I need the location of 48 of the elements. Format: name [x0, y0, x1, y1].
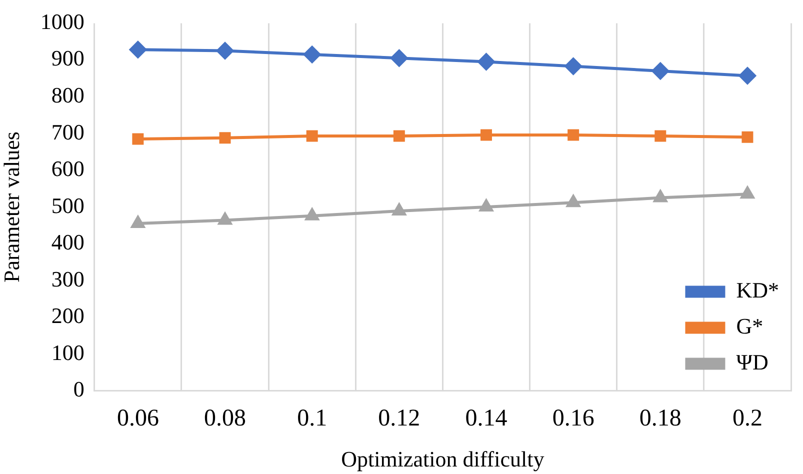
- point: [132, 133, 144, 145]
- y-tick-label: 1000: [40, 8, 84, 34]
- point: [740, 186, 754, 199]
- y-tick-label: 600: [51, 156, 84, 182]
- x-tick-label: 0.06: [116, 405, 159, 432]
- point: [564, 58, 582, 75]
- x-tick-label: 0.12: [378, 405, 420, 432]
- x-tick-label: 0.1: [297, 405, 328, 432]
- y-tick-label: 700: [51, 119, 84, 144]
- legend-label: ΨD: [736, 350, 768, 375]
- y-tick-label: 300: [51, 266, 84, 292]
- point: [304, 46, 321, 63]
- point: [131, 216, 145, 228]
- point: [568, 129, 580, 141]
- y-tick-label: 900: [51, 46, 84, 71]
- y-tick-label: 100: [51, 340, 84, 365]
- y-axis-title: Parameter values: [0, 132, 24, 282]
- y-tick-label: 200: [51, 303, 84, 328]
- x-tick-label: 0.16: [552, 405, 594, 432]
- point: [654, 130, 666, 142]
- point: [305, 208, 319, 220]
- x-tick-label: 0.14: [465, 405, 508, 432]
- x-tick-label: 0.18: [639, 405, 682, 432]
- point: [738, 67, 756, 84]
- x-axis-title: Optimization difficulty: [341, 446, 544, 472]
- point: [742, 131, 754, 143]
- point: [652, 62, 669, 80]
- x-tick-label: 0.2: [732, 405, 762, 432]
- y-tick-label: 500: [51, 192, 84, 218]
- point: [129, 41, 146, 58]
- point: [392, 204, 406, 216]
- legend-label: KD*: [736, 278, 780, 303]
- point: [306, 130, 318, 142]
- point: [566, 195, 580, 208]
- point: [480, 129, 492, 141]
- y-tick-label: 800: [51, 82, 84, 108]
- point: [219, 132, 231, 144]
- point: [480, 200, 493, 212]
- legend-label: G*: [736, 314, 764, 339]
- y-tick-label: 0: [73, 376, 84, 402]
- point: [654, 190, 668, 202]
- x-tick-label: 0.08: [204, 405, 246, 432]
- point: [393, 130, 405, 142]
- point: [390, 50, 408, 67]
- y-tick-label: 400: [51, 230, 84, 255]
- point: [478, 53, 495, 70]
- point: [216, 42, 234, 60]
- point: [218, 212, 232, 225]
